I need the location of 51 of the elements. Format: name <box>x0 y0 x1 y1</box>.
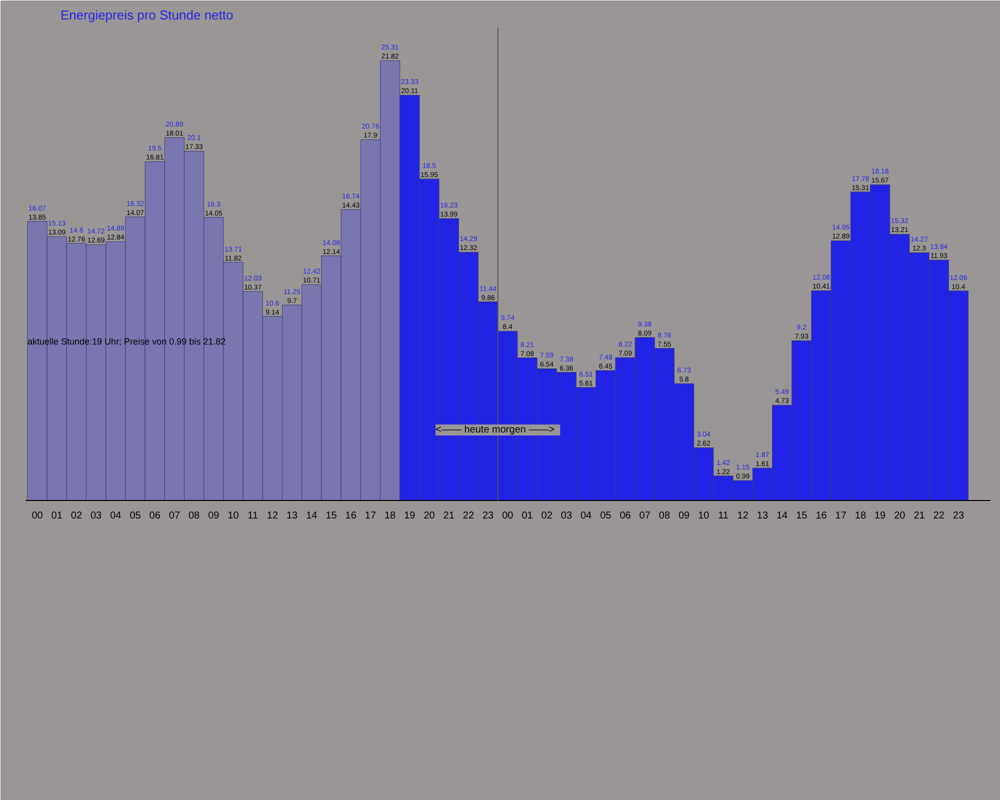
x-tick-label: 11 <box>248 510 258 522</box>
x-tick-label: 18 <box>384 510 396 522</box>
x-tick-label: 20 <box>894 510 906 522</box>
annotation: aktuelle Stunde:19 Uhr; Preise von 0.99 bis 21.82 <box>28 336 226 346</box>
x-tick-label: 15 <box>796 510 808 522</box>
x-tick-label: 09 <box>678 510 690 522</box>
x-tick-label: 16 <box>816 510 828 522</box>
x-tick-label: 20 <box>424 510 436 522</box>
x-tick-label: 03 <box>90 510 102 522</box>
x-tick-label: 05 <box>130 510 142 522</box>
x-tick-label: 02 <box>541 510 553 522</box>
x-tick-label: 23 <box>482 510 494 522</box>
x-tick-label: 16 <box>345 510 357 522</box>
x-tick-label: 03 <box>560 510 572 522</box>
x-tick-label: 15 <box>326 510 338 522</box>
x-tick-label: 01 <box>522 510 534 522</box>
x-tick-label: 21 <box>914 510 926 522</box>
x-tick-label: 14 <box>776 510 788 522</box>
x-tick-label: 10 <box>228 510 240 522</box>
x-tick-label: 10 <box>698 510 710 522</box>
x-tick-label: 08 <box>188 510 200 522</box>
x-tick-label: 12 <box>737 510 749 522</box>
x-tick-label: 04 <box>580 510 592 522</box>
x-tick-label: 23 <box>952 510 964 522</box>
x-tick-label: 12 <box>266 510 278 522</box>
x-tick-label: 18 <box>854 510 866 522</box>
x-tick-label: 01 <box>51 510 63 522</box>
x-tick-label: 00 <box>502 510 514 522</box>
x-tick-label: 06 <box>149 510 161 522</box>
x-tick-label: 08 <box>658 510 670 522</box>
x-tick-label: 14 <box>306 510 318 522</box>
annotation: <—— heute morgen ——> <box>436 424 555 436</box>
x-tick-label: 07 <box>168 510 180 522</box>
x-tick-label: 13 <box>756 510 768 522</box>
x-tick-label: 02 <box>70 510 82 522</box>
x-tick-label: 07 <box>639 510 651 522</box>
x-tick-label: 19 <box>404 510 416 522</box>
x-tick-label: 06 <box>620 510 632 522</box>
x-tick-label: 00 <box>32 510 44 522</box>
x-tick-label: 19 <box>874 510 886 522</box>
x-tick-label: 11 <box>718 510 729 522</box>
x-tick-label: 17 <box>835 510 847 522</box>
x-tick-label: 04 <box>110 510 122 522</box>
x-tick-label: 17 <box>364 510 376 522</box>
x-tick-label: 09 <box>208 510 220 522</box>
x-tick-label: 13 <box>286 510 298 522</box>
x-tick-label: 22 <box>933 510 945 522</box>
x-tick-label: 22 <box>462 510 474 522</box>
x-tick-label: 05 <box>600 510 612 522</box>
chart-title: Energiepreis pro Stunde netto <box>60 8 234 22</box>
x-tick-label: 21 <box>443 510 455 522</box>
